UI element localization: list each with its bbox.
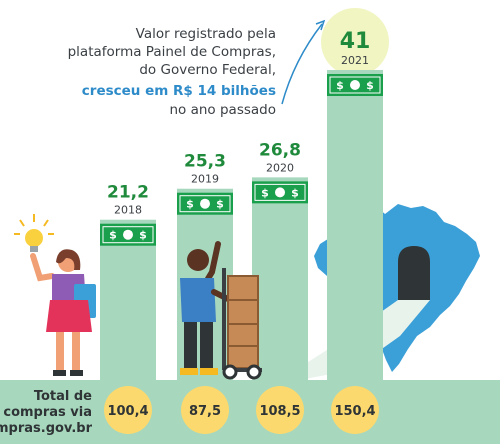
money-bill-border: [102, 226, 154, 244]
annotation-arrowhead: [315, 19, 326, 31]
total-circle-2019: [181, 386, 229, 434]
money-bill-sign: $: [139, 229, 147, 242]
total-circle-2021: [331, 386, 379, 434]
annotation-line-5: no ano passado: [170, 102, 277, 118]
bottom-band: [0, 380, 500, 444]
annotation-line-3: do Governo Federal,: [139, 62, 276, 78]
light-bulb-icon: [14, 214, 54, 252]
total-value-2019: 87,5: [189, 404, 221, 419]
money-bill-center: [123, 229, 133, 240]
money-bill-sign: $: [261, 186, 269, 199]
year-label-2020: 2020: [266, 161, 294, 174]
man-with-hand-truck-figure: [180, 241, 262, 380]
annotation-line-2: plataforma Painel de Compras,: [68, 44, 276, 60]
total-label-line-2: compras via: [3, 405, 92, 420]
total-value-2020: 108,5: [259, 404, 300, 419]
money-bill-sign: $: [336, 79, 344, 92]
highlight-circle: [321, 8, 389, 76]
annotation-arrow: [281, 23, 323, 105]
money-bill-sign: $: [109, 229, 117, 242]
money-bill-center: [200, 198, 210, 209]
money-bill-sign: $: [186, 198, 194, 211]
money-bill-border: [179, 195, 231, 213]
money-bill-center: [350, 80, 360, 90]
year-label-2019: 2019: [191, 173, 219, 186]
money-bill-border: [254, 183, 306, 201]
total-label-line-1: Total de: [34, 389, 92, 404]
total-circle-2018: [104, 386, 152, 434]
year-label-2018: 2018: [114, 204, 142, 217]
bar-2020: [252, 177, 308, 380]
money-bill-center: [275, 187, 285, 198]
bar-2021: [327, 70, 383, 380]
total-value-2018: 100,4: [107, 404, 148, 419]
total-value-2021: 150,4: [334, 404, 375, 419]
value-label-2021: 41: [340, 29, 371, 54]
value-label-2019: 25,3: [184, 152, 226, 172]
money-bill-sign: $: [216, 198, 224, 211]
total-label-line-3: compras.gov.br: [0, 421, 93, 436]
value-label-2020: 26,8: [259, 140, 301, 160]
money-bill-sign: $: [366, 79, 374, 92]
annotation-highlight: cresceu em R$ 14 bilhões: [82, 83, 276, 99]
bar-2018: [100, 219, 156, 380]
year-label-2021: 2021: [341, 54, 369, 67]
total-circle-2020: [256, 386, 304, 434]
annotation-line-1: Valor registrado pela: [136, 26, 276, 42]
woman-figure: [30, 249, 96, 376]
value-label-2018: 21,2: [107, 183, 149, 203]
money-bill-sign: $: [291, 186, 299, 199]
money-bill-border: [329, 76, 381, 94]
